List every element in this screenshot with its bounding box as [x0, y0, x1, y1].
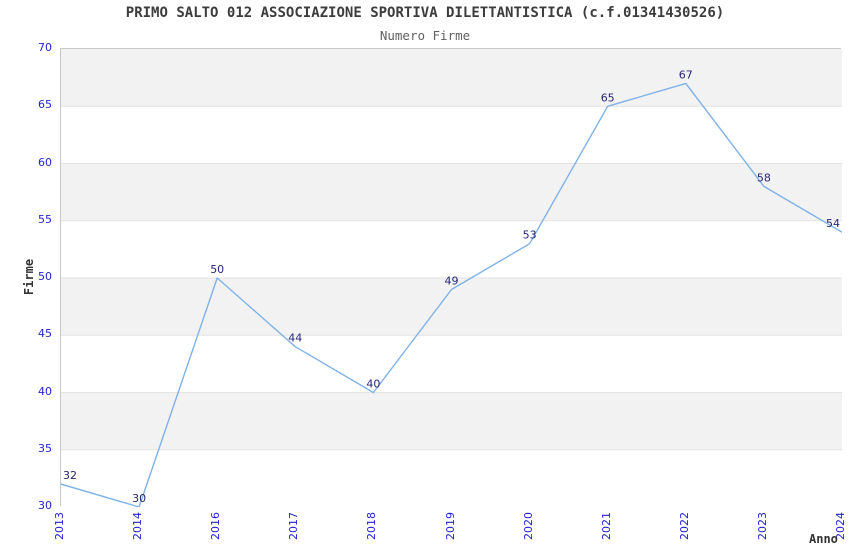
- y-tick-label: 40: [38, 384, 52, 398]
- grid-band: [61, 220, 842, 278]
- data-point-label: 58: [757, 171, 771, 184]
- x-tick-label: 2017: [287, 512, 301, 540]
- x-axis-title: Anno: [809, 532, 838, 546]
- x-tick-label: 2016: [209, 512, 223, 540]
- data-point-label: 50: [210, 263, 224, 276]
- data-point-label: 54: [826, 217, 840, 230]
- chart-title: PRIMO SALTO 012 ASSOCIAZIONE SPORTIVA DI…: [125, 5, 725, 21]
- grid-band: [61, 392, 842, 450]
- data-point-label: 30: [132, 492, 146, 505]
- x-tick-label: 2021: [599, 512, 613, 540]
- x-tick-label: 2013: [53, 512, 66, 540]
- grid-band: [61, 163, 842, 221]
- data-point-label: 40: [366, 378, 380, 391]
- x-tick-label: 2019: [443, 512, 457, 540]
- x-tick-label: 2018: [365, 512, 379, 540]
- line-chart-canvas: 32 30 50 44 40 49 53 65 67 58 54: [61, 49, 842, 507]
- data-point-label: 65: [601, 91, 615, 104]
- data-point-label: 67: [679, 68, 693, 81]
- data-point-label: 49: [445, 275, 459, 288]
- grid-band: [61, 278, 842, 336]
- y-tick-label: 50: [38, 270, 52, 283]
- plot-area: 32 30 50 44 40 49 53 65 67 58 54: [60, 48, 842, 507]
- x-tick-label: 2014: [131, 512, 145, 540]
- x-tick-label: 2022: [677, 512, 691, 540]
- chart-subtitle: Numero Firme: [379, 28, 471, 43]
- data-point-label: 44: [288, 332, 302, 345]
- series-line: [61, 82, 842, 507]
- data-point-label: 53: [523, 229, 537, 242]
- y-tick-label: 35: [38, 441, 52, 455]
- y-tick-label: 65: [38, 98, 52, 112]
- grid-band: [61, 49, 842, 107]
- x-tick-label: 2023: [755, 512, 769, 540]
- x-tick-label: 2020: [521, 512, 535, 540]
- y-tick-label: 45: [38, 327, 52, 341]
- y-tick-label: 30: [38, 499, 52, 512]
- y-tick-label: 55: [38, 212, 52, 226]
- grid-band: [61, 106, 842, 164]
- y-tick-label: 60: [38, 155, 52, 169]
- data-point-label: 32: [63, 469, 77, 482]
- grid-band: [61, 335, 842, 393]
- grid-band: [61, 449, 842, 507]
- y-tick-label: 70: [38, 41, 52, 54]
